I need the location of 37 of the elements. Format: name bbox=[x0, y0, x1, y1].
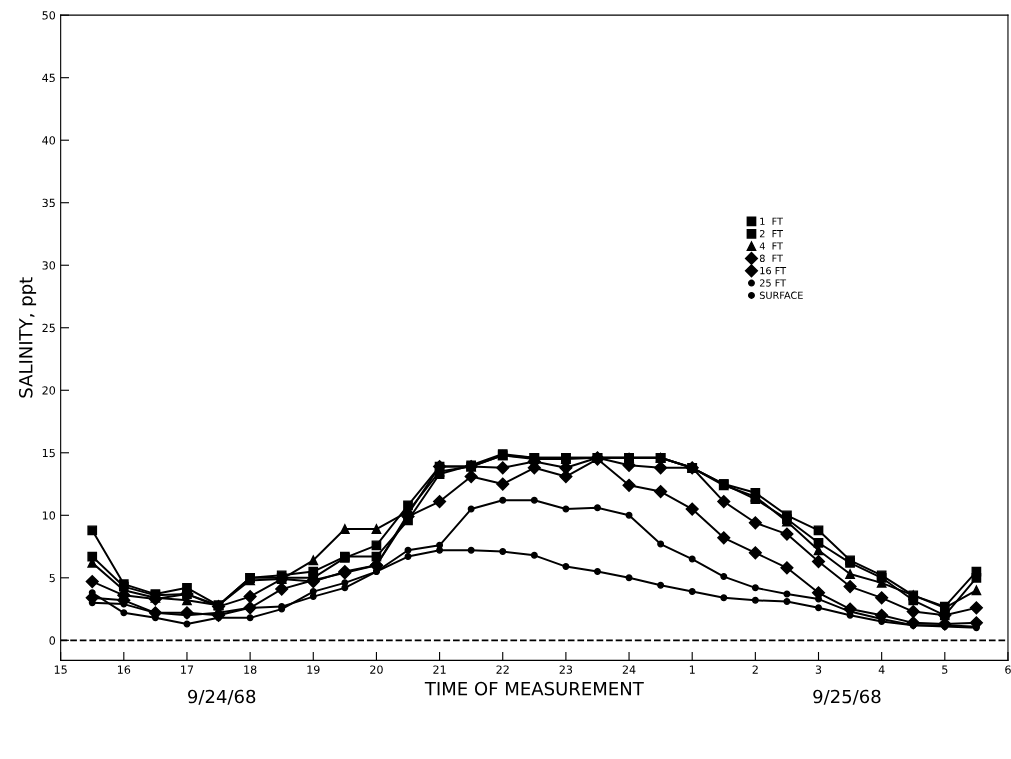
y-tick-label: 0 bbox=[49, 636, 56, 645]
x-tick-label: 19 bbox=[307, 665, 320, 674]
x-tick-label: 5 bbox=[942, 665, 948, 674]
x-tick-label: 3 bbox=[815, 665, 822, 674]
x-tick-label: 22 bbox=[496, 665, 509, 674]
y-tick-label: 15 bbox=[42, 448, 55, 458]
y-tick-label: 10 bbox=[42, 511, 56, 520]
y-tick-label: 25 bbox=[42, 323, 55, 333]
y-tick-label: 20 bbox=[42, 386, 56, 395]
y-tick-label: 30 bbox=[42, 261, 56, 270]
legend-label: 16 FT bbox=[760, 266, 787, 275]
x-tick-label: 17 bbox=[181, 665, 194, 674]
text: 9/24/68 bbox=[188, 689, 256, 705]
legend-label: SURFACE bbox=[759, 291, 803, 299]
x-tick-label: 6 bbox=[1005, 665, 1011, 674]
x-tick-label: 2 bbox=[752, 665, 758, 674]
y-tick-label: 5 bbox=[49, 573, 55, 583]
y-tick-label: 50 bbox=[42, 11, 56, 20]
x-tick-label: 23 bbox=[559, 665, 573, 674]
x-tick-label: 24 bbox=[622, 665, 636, 674]
legend-label: 2 FT bbox=[759, 229, 783, 238]
x-tick-label: 4 bbox=[878, 665, 885, 674]
x-tick-label: 18 bbox=[244, 665, 257, 674]
x-tick-label: 21 bbox=[433, 665, 446, 674]
text: 9/25/68 bbox=[813, 689, 881, 705]
x-tick-label: 16 bbox=[117, 665, 131, 674]
x-axis-title: TIME OF MEASUREMENT bbox=[424, 681, 644, 696]
legend-label: 1 FT bbox=[760, 217, 783, 225]
x-tick-label: 20 bbox=[370, 665, 383, 674]
y-tick-label: 40 bbox=[42, 136, 56, 145]
x-tick-label: 1 bbox=[689, 665, 695, 674]
legend-label: 8 FT bbox=[759, 254, 783, 262]
y-tick-label: 35 bbox=[42, 198, 55, 208]
y-tick-label: 45 bbox=[42, 73, 55, 83]
legend-label: 25 FT bbox=[759, 279, 787, 287]
y-axis-title: SALINITY, ppt bbox=[18, 277, 37, 398]
legend-label: 4 FT bbox=[759, 242, 783, 250]
